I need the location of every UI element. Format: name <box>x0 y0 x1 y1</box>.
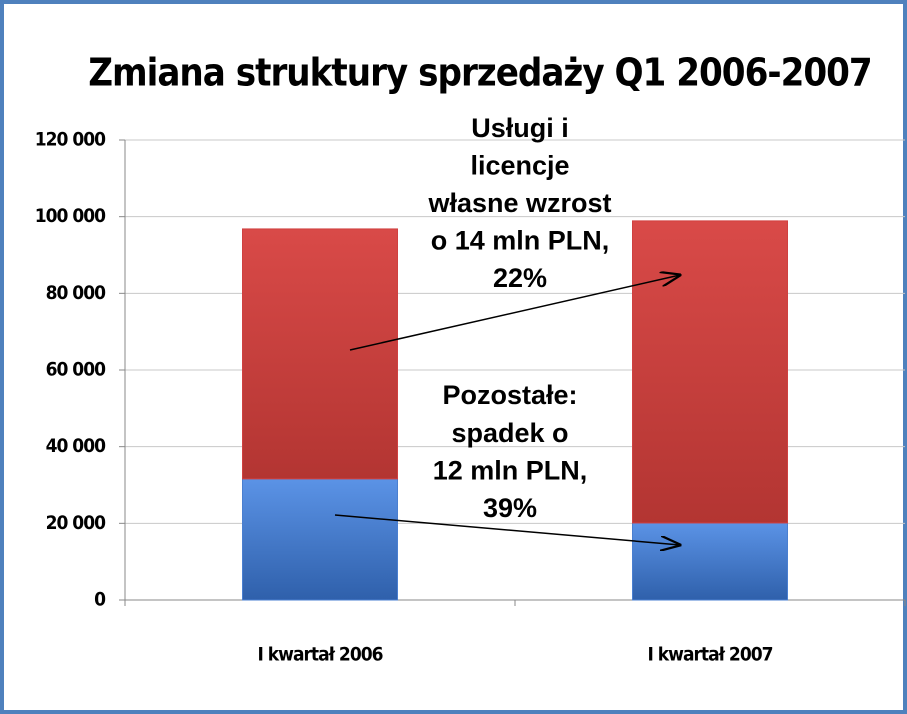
annotation: 12 mln PLN, <box>433 456 588 486</box>
y-tick-label: 100 000 <box>35 205 106 227</box>
chart-title: Zmiana struktury sprzedaży Q1 2006-2007 <box>88 51 871 95</box>
y-tick-label: 20 000 <box>46 512 107 534</box>
y-tick-label: 60 000 <box>46 359 107 381</box>
annotation: 22% <box>493 263 547 293</box>
bar-segment <box>632 220 788 524</box>
annotation: o 14 mln PLN, <box>431 226 610 256</box>
y-tick-label: 120 000 <box>35 129 106 151</box>
annotation: spadek o <box>451 418 568 448</box>
annotation: Pozostałe: <box>442 380 577 410</box>
annotation: Usługi i <box>471 113 569 143</box>
annotation: własne wzrost <box>427 188 611 218</box>
bar-segment <box>242 228 398 480</box>
arrow <box>334 514 680 545</box>
x-tick-label: I kwartał 2006 <box>258 644 383 666</box>
bar-segment <box>242 478 398 601</box>
annotation: licencje <box>470 151 569 181</box>
y-tick-label: 80 000 <box>46 282 107 304</box>
annotation: 39% <box>483 493 537 523</box>
y-tick-label: 40 000 <box>46 435 107 457</box>
y-tick-label: 0 <box>94 589 106 611</box>
arrow <box>349 275 680 351</box>
x-tick-label: I kwartał 2007 <box>648 644 773 666</box>
bar-segment <box>632 522 788 601</box>
plot: 0 20 000 40 000 60 000 80 000 100 000 120 000 I… <box>35 129 906 666</box>
